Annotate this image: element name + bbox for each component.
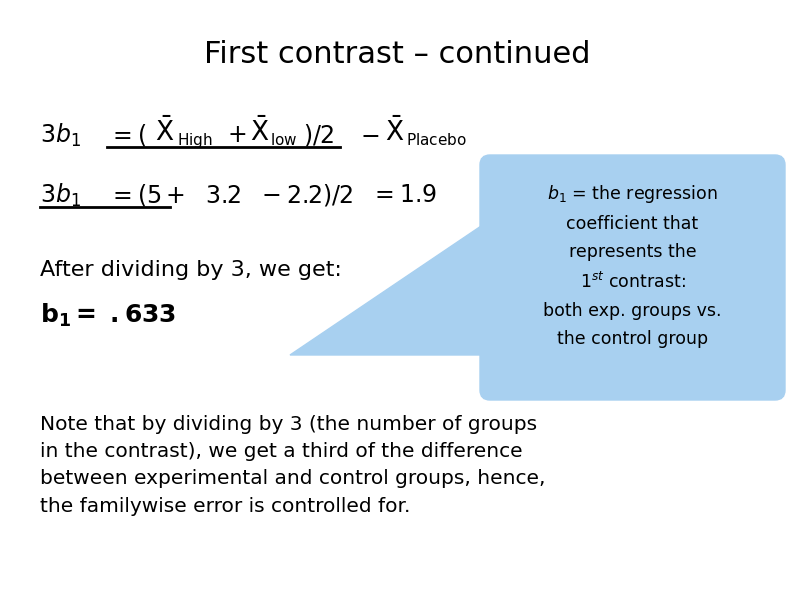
Text: $\mathregular{Placebo}$: $\mathregular{Placebo}$ xyxy=(406,132,467,148)
Text: Note that by dividing by 3 (the number of groups
in the contrast), we get a thir: Note that by dividing by 3 (the number o… xyxy=(40,415,545,516)
Text: $-$: $-$ xyxy=(360,123,380,147)
Text: After dividing by 3, we get:: After dividing by 3, we get: xyxy=(40,260,342,280)
Text: $\bar{\mathregular{X}}$: $\bar{\mathregular{X}}$ xyxy=(155,117,174,147)
Text: $= (5 +\ \ 3.2\ \ -2.2)/2$: $= (5 +\ \ 3.2\ \ -2.2)/2$ xyxy=(108,182,353,208)
Text: $)/2$: $)/2$ xyxy=(303,122,334,148)
Text: $\bar{\mathregular{X}}$: $\bar{\mathregular{X}}$ xyxy=(385,117,404,147)
Text: $= 1.9$: $= 1.9$ xyxy=(370,183,437,207)
Text: First contrast – continued: First contrast – continued xyxy=(204,40,590,69)
Text: $\mathbf{b_1=\ .633}$: $\mathbf{b_1=\ .633}$ xyxy=(40,302,176,328)
Text: $b_1$ = the regression
coefficient that
represents the
$1^{st}$ contrast:
both e: $b_1$ = the regression coefficient that … xyxy=(543,183,722,347)
Text: $= ($: $= ($ xyxy=(108,122,146,148)
Polygon shape xyxy=(290,220,490,355)
Text: $\mathregular{low}$: $\mathregular{low}$ xyxy=(270,132,298,148)
Text: $\mathregular{High}$: $\mathregular{High}$ xyxy=(177,130,213,149)
Text: $\bar{\mathregular{X}}$: $\bar{\mathregular{X}}$ xyxy=(250,117,269,147)
Text: $3b_1$: $3b_1$ xyxy=(40,181,81,209)
FancyBboxPatch shape xyxy=(480,155,785,400)
Text: $+$: $+$ xyxy=(227,123,246,147)
Text: $3b_1$: $3b_1$ xyxy=(40,121,81,149)
